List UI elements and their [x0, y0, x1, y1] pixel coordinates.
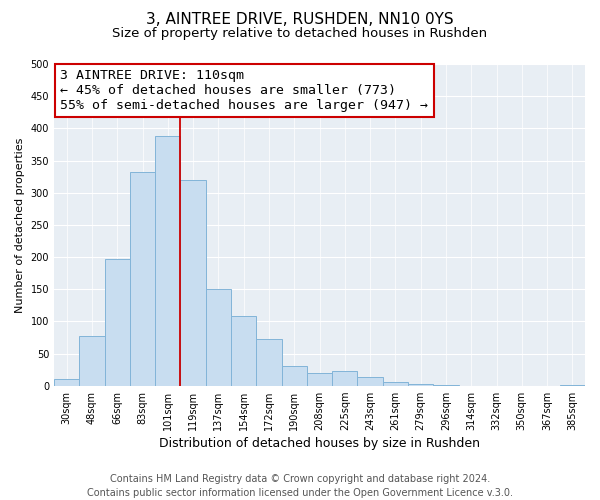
Bar — [307, 373, 332, 386]
Text: 3 AINTREE DRIVE: 110sqm
← 45% of detached houses are smaller (773)
55% of semi-d: 3 AINTREE DRIVE: 110sqm ← 45% of detache… — [61, 69, 428, 112]
X-axis label: Distribution of detached houses by size in Rushden: Distribution of detached houses by size … — [159, 437, 480, 450]
Bar — [281, 366, 307, 386]
Bar — [332, 371, 358, 386]
Bar — [181, 180, 206, 386]
Text: Size of property relative to detached houses in Rushden: Size of property relative to detached ho… — [112, 28, 488, 40]
Bar — [54, 380, 79, 386]
Y-axis label: Number of detached properties: Number of detached properties — [15, 137, 25, 312]
Bar — [433, 385, 458, 386]
Text: Contains HM Land Registry data © Crown copyright and database right 2024.
Contai: Contains HM Land Registry data © Crown c… — [87, 474, 513, 498]
Bar — [104, 259, 130, 386]
Bar — [560, 385, 585, 386]
Text: 3, AINTREE DRIVE, RUSHDEN, NN10 0YS: 3, AINTREE DRIVE, RUSHDEN, NN10 0YS — [146, 12, 454, 28]
Bar — [130, 172, 155, 386]
Bar — [358, 376, 383, 386]
Bar — [231, 316, 256, 386]
Bar — [408, 384, 433, 386]
Bar — [383, 382, 408, 386]
Bar — [155, 136, 181, 386]
Bar — [256, 338, 281, 386]
Bar — [79, 336, 104, 386]
Bar — [206, 288, 231, 386]
